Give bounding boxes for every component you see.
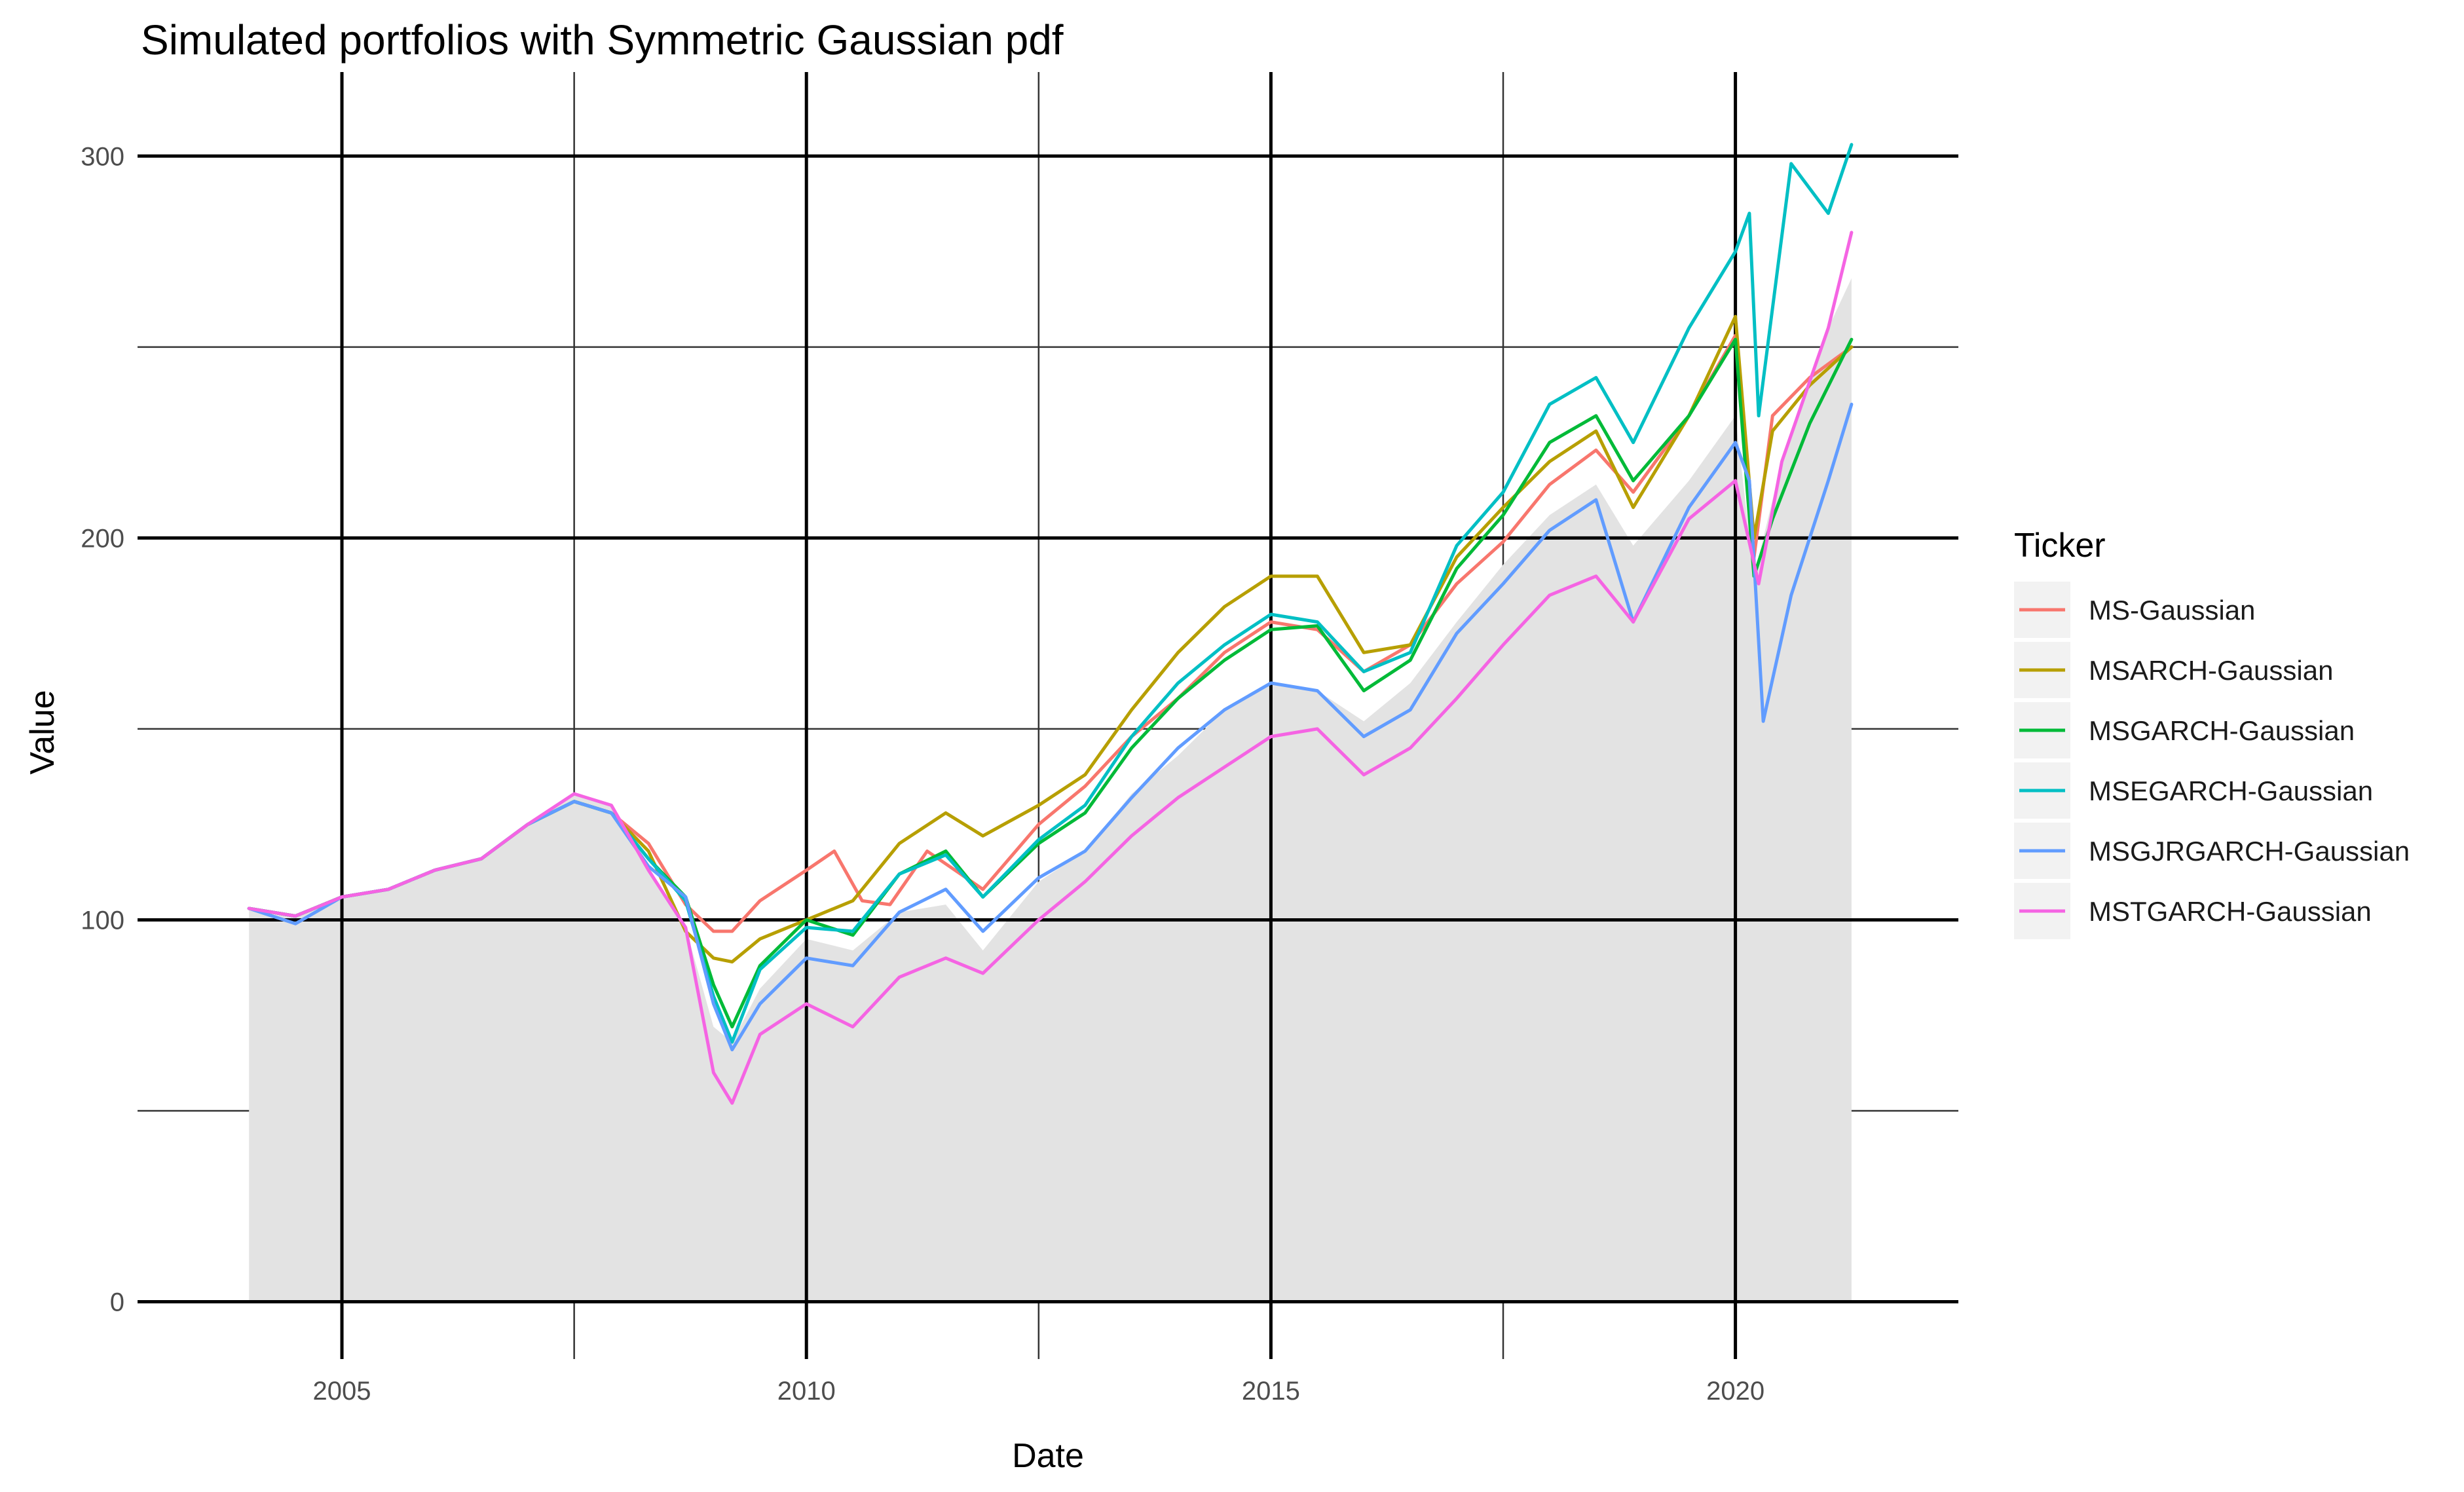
y-axis-title: Value — [24, 690, 62, 774]
background-area — [249, 278, 1852, 1302]
series-lines — [247, 143, 1854, 1105]
y-tick-label: 100 — [81, 906, 124, 935]
legend-label: MSGJRGARCH-Gaussian — [2089, 836, 2410, 867]
y-tick-label: 0 — [110, 1288, 124, 1317]
y-axis-ticks: 0 100 200 300 — [81, 142, 124, 1316]
major-gridlines — [138, 72, 1958, 1359]
y-tick-label: 300 — [81, 142, 124, 171]
legend-label: MSGARCH-Gaussian — [2089, 715, 2355, 746]
legend-title: Ticker — [2014, 527, 2106, 565]
legend-label: MSEGARCH-Gaussian — [2089, 775, 2373, 806]
x-tick-label: 2005 — [313, 1377, 371, 1406]
x-axis-ticks: 2005 2010 2015 2020 — [313, 1377, 1765, 1406]
plot-area — [138, 72, 1958, 1359]
legend-label: MSARCH-Gaussian — [2089, 655, 2333, 686]
legend-label: MSTGARCH-Gaussian — [2089, 896, 2372, 927]
legend-label: MS-Gaussian — [2089, 595, 2255, 625]
y-tick-label: 200 — [81, 524, 124, 553]
series-line-mstgarch-gaussian — [247, 231, 1854, 1105]
x-tick-label: 2015 — [1242, 1377, 1300, 1406]
x-axis-title: Date — [1012, 1437, 1084, 1475]
background-area-layer — [249, 278, 1852, 1302]
series-line-msgjrgarch-gaussian — [247, 402, 1854, 1052]
x-tick-label: 2010 — [777, 1377, 836, 1406]
legend: Ticker MS-Gaussian MSARCH-Gaussian MSGARCH… — [2014, 527, 2410, 939]
x-tick-label: 2020 — [1706, 1377, 1764, 1406]
legend-items: MS-Gaussian MSARCH-Gaussian MSGARCH-Gaussi… — [2014, 582, 2410, 939]
chart-title: Simulated portfolios with Symmetric Gaus… — [141, 16, 1064, 64]
